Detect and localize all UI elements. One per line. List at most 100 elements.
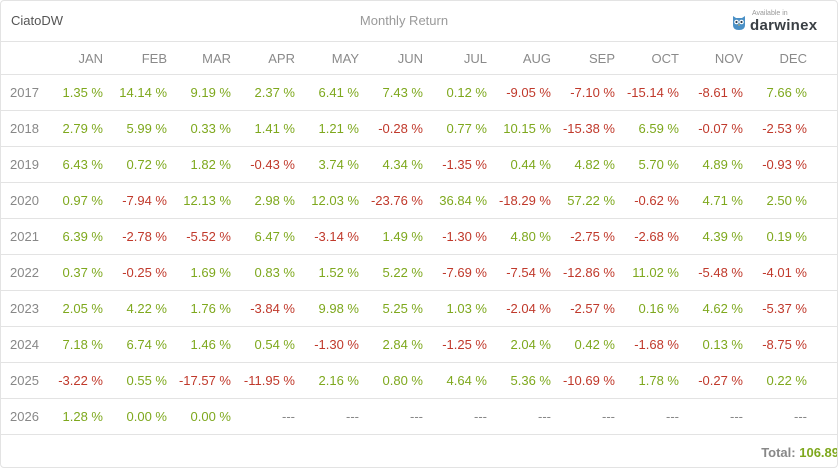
return-cell: -23.76 % (363, 182, 427, 219)
return-cell: --- (427, 398, 491, 435)
return-cell: 5.70 % (619, 146, 683, 183)
return-cell: -2.75 % (555, 218, 619, 255)
return-cell: --- (683, 398, 747, 435)
return-cell: -17.57 % (171, 362, 235, 399)
return-cell: 1.03 % (427, 290, 491, 327)
darwinex-brand-link[interactable]: Available in darwinex (731, 9, 827, 35)
year-total-cell: 4.43 (811, 74, 837, 111)
return-cell: 7.43 % (363, 74, 427, 111)
return-cell: 1.52 % (299, 254, 363, 291)
return-cell: -10.69 % (555, 362, 619, 399)
return-cell: 0.77 % (427, 110, 491, 147)
table-row: 2021 6.39 % -2.78 % -5.52 % 6.47 % -3.14 % 1.4… (1, 218, 837, 255)
return-cell: -2.53 % (747, 110, 811, 147)
total-label: Total: (761, 445, 796, 460)
return-cell: -3.14 % (299, 218, 363, 255)
table-row: 2025 -3.22 % 0.55 % -17.57 % -11.95 % 2.16 % 0… (1, 362, 837, 399)
return-cell: -9.05 % (491, 74, 555, 111)
column-header-feb: FEB (107, 41, 171, 75)
return-cell: 4.34 % (363, 146, 427, 183)
year-cell: 2020 (1, 182, 43, 219)
total-summary: Total: 106.89 (761, 438, 837, 467)
table-row: 2018 2.79 % 5.99 % 0.33 % 1.41 % 1.21 % -0.28 … (1, 110, 837, 147)
column-header-jul: JUL (427, 41, 491, 75)
return-cell: --- (747, 398, 811, 435)
return-cell: 11.02 % (619, 254, 683, 291)
return-cell: -0.28 % (363, 110, 427, 147)
return-cell: 4.62 % (683, 290, 747, 327)
page-title: Monthly Return (359, 13, 449, 28)
return-cell: 1.82 % (171, 146, 235, 183)
strategy-name: CiatoDW (11, 13, 64, 28)
return-cell: -0.07 % (683, 110, 747, 147)
year-total-cell: 15.17 (811, 290, 837, 327)
return-cell: 0.37 % (43, 254, 107, 291)
return-cell: --- (235, 398, 299, 435)
table-row: 2023 2.05 % 4.22 % 1.76 % -3.84 % 9.98 % 5.25 … (1, 290, 837, 327)
return-cell: -0.27 % (683, 362, 747, 399)
return-cell: 5.22 % (363, 254, 427, 291)
return-cell: 4.80 % (491, 218, 555, 255)
return-cell: 2.05 % (43, 290, 107, 327)
return-cell: -15.38 % (555, 110, 619, 147)
year-total-cell: 34.20 (811, 146, 837, 183)
return-cell: -3.84 % (235, 290, 299, 327)
widget-header: CiatoDW Monthly Return Available in darw… (1, 1, 837, 41)
column-header-sep: SEP (555, 41, 619, 75)
table-row: 2026 1.28 % 0.00 % 0.00 % --- --- --- --- --- ---… (1, 398, 837, 435)
year-cell: 2021 (1, 218, 43, 255)
return-cell: 9.19 % (171, 74, 235, 111)
return-cell: -5.37 % (747, 290, 811, 327)
year-total-cell: -27.15 (811, 362, 837, 399)
year-cell: 2025 (1, 362, 43, 399)
return-cell: -5.52 % (171, 218, 235, 255)
return-cell: 5.99 % (107, 110, 171, 147)
year-cell: 2017 (1, 74, 43, 111)
return-cell: 6.59 % (619, 110, 683, 147)
return-cell: 6.39 % (43, 218, 107, 255)
return-cell: -1.25 % (427, 326, 491, 363)
return-cell: 0.33 % (171, 110, 235, 147)
return-cell: 0.16 % (619, 290, 683, 327)
return-cell: 1.28 % (43, 398, 107, 435)
return-cell: 1.41 % (235, 110, 299, 147)
return-cell: --- (299, 398, 363, 435)
return-cell: -7.54 % (491, 254, 555, 291)
year-cell: 2019 (1, 146, 43, 183)
return-cell: 0.80 % (363, 362, 427, 399)
return-cell: -8.75 % (747, 326, 811, 363)
table-row: 2020 0.97 % -7.94 % 12.13 % 2.98 % 12.03 % -23… (1, 182, 837, 219)
return-cell: 7.18 % (43, 326, 107, 363)
brand-caption: Available in (752, 10, 788, 17)
year-total-cell: -17.85 (811, 254, 837, 291)
return-cell: 6.41 % (299, 74, 363, 111)
column-header-jan: JAN (43, 41, 107, 75)
return-cell: -7.10 % (555, 74, 619, 111)
column-header-may: MAY (299, 41, 363, 75)
return-cell: -11.95 % (235, 362, 299, 399)
return-cell: -2.68 % (619, 218, 683, 255)
table-header-row: JANFEBMARAPRMAYJUNJULAUGSEPOCTNOVDECTota… (1, 41, 837, 75)
return-cell: 1.21 % (299, 110, 363, 147)
return-cell: 6.47 % (235, 218, 299, 255)
return-cell: 0.44 % (491, 146, 555, 183)
year-cell: 2024 (1, 326, 43, 363)
return-cell: -15.14 % (619, 74, 683, 111)
year-total-cell: 71.86 (811, 182, 837, 219)
return-cell: 4.89 % (683, 146, 747, 183)
return-cell: 4.64 % (427, 362, 491, 399)
return-cell: -1.68 % (619, 326, 683, 363)
table-row: 2024 7.18 % 6.74 % 1.46 % 0.54 % -1.30 % 2.84 … (1, 326, 837, 363)
return-cell: 57.22 % (555, 182, 619, 219)
return-cell: 0.54 % (235, 326, 299, 363)
return-cell: 4.82 % (555, 146, 619, 183)
return-cell: -2.57 % (555, 290, 619, 327)
return-cell: 0.00 % (107, 398, 171, 435)
return-cell: 0.00 % (171, 398, 235, 435)
return-cell: 0.13 % (683, 326, 747, 363)
return-cell: -1.30 % (427, 218, 491, 255)
column-header-total: Total (811, 41, 837, 75)
return-cell: -7.94 % (107, 182, 171, 219)
return-cell: 2.84 % (363, 326, 427, 363)
return-cell: -0.62 % (619, 182, 683, 219)
